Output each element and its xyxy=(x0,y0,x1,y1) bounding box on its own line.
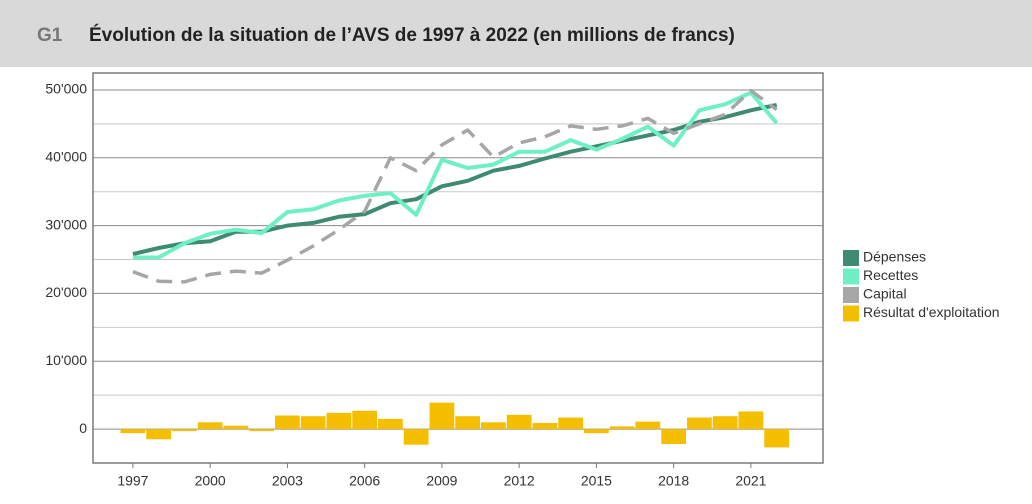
legend-swatch xyxy=(843,305,859,322)
legend-label: Capital xyxy=(863,286,907,302)
bar xyxy=(275,415,300,430)
y-tick-label: 30'000 xyxy=(45,216,87,232)
bar xyxy=(764,429,790,448)
bar xyxy=(609,426,635,430)
legend-label: Résultat d'exploitation xyxy=(863,304,1000,320)
bar xyxy=(146,429,172,440)
x-tick-label: 2000 xyxy=(195,473,226,489)
bar xyxy=(172,429,197,432)
x-tick-label: 1997 xyxy=(117,473,148,489)
bar xyxy=(120,429,146,434)
bar xyxy=(403,429,429,445)
bar xyxy=(481,422,506,430)
bar xyxy=(197,422,223,430)
figure-label: G1 xyxy=(37,25,63,46)
x-tick-label: 2006 xyxy=(349,473,380,489)
x-tick-label: 2009 xyxy=(426,473,457,489)
x-tick-label: 2018 xyxy=(658,473,689,489)
bar xyxy=(738,411,764,430)
y-tick-label: 50'000 xyxy=(45,81,87,97)
bar xyxy=(661,429,687,445)
x-tick-label: 2003 xyxy=(272,473,303,489)
plot-border xyxy=(92,72,824,464)
bar xyxy=(223,425,249,430)
line-series xyxy=(132,88,778,284)
bar xyxy=(712,416,738,430)
bar xyxy=(506,414,532,430)
bar xyxy=(532,422,558,430)
legend-swatch xyxy=(843,250,859,266)
bar xyxy=(378,418,403,430)
bar xyxy=(429,402,455,430)
x-tick-label: 2015 xyxy=(581,473,612,489)
line-series xyxy=(132,90,779,260)
bar xyxy=(352,410,378,430)
bar xyxy=(300,416,326,430)
bar xyxy=(687,417,712,430)
bar xyxy=(558,417,584,430)
header-band xyxy=(0,0,1032,67)
bar xyxy=(249,429,275,432)
legend-swatch xyxy=(843,287,859,303)
x-tick-label: 2012 xyxy=(504,473,535,489)
bar xyxy=(584,429,609,434)
bar xyxy=(326,412,352,430)
y-tick-label: 40'000 xyxy=(45,148,87,164)
bar xyxy=(455,416,481,430)
legend-label: Recettes xyxy=(863,267,918,283)
chart-title: Évolution de la situation de l’AVS de 19… xyxy=(89,24,735,46)
y-tick-label: 20'000 xyxy=(45,284,87,300)
bar xyxy=(635,421,661,430)
y-tick-label: 0 xyxy=(79,420,87,436)
legend-swatch xyxy=(843,268,859,285)
x-tick-label: 2021 xyxy=(735,473,766,489)
y-tick-label: 10'000 xyxy=(45,352,87,368)
legend-label: Dépenses xyxy=(863,249,926,265)
